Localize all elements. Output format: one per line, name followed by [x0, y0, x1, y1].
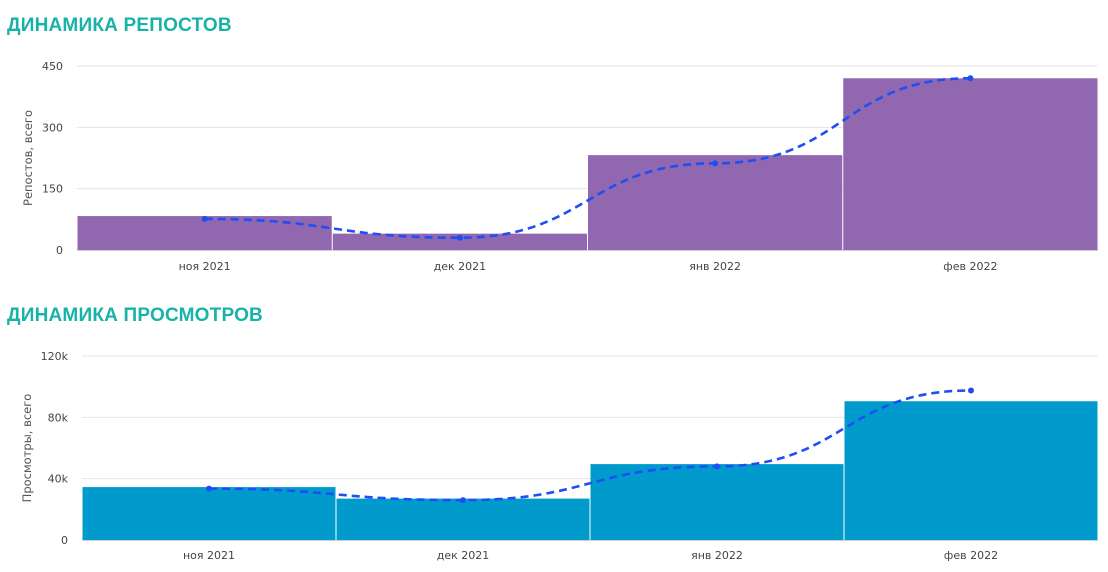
reposts-bar	[332, 233, 587, 250]
reposts-chart: 0 150 300 450 ноя 2021 дек 2021 янв 2022 фев 20…	[21, 60, 1098, 273]
reposts-x-tick-label: фев 2022	[943, 260, 997, 273]
views-bar	[590, 464, 844, 540]
views-trend-point	[968, 387, 974, 394]
views-x-tick-label: ноя 2021	[183, 549, 235, 562]
views-trend-point	[714, 463, 720, 470]
views-y-tick-label: 0	[61, 534, 68, 547]
reposts-trend-point	[456, 234, 463, 241]
reposts-chart-title: ДИНАМИКА РЕПОСТОВ	[7, 15, 232, 36]
views-trend-line	[208, 389, 972, 502]
reposts-trend-line	[204, 76, 971, 240]
views-bar	[336, 498, 590, 540]
reposts-y-tick-label: 150	[42, 183, 63, 196]
reposts-x-tick-label: ноя 2021	[179, 260, 231, 273]
reposts-y-tick-label: 300	[42, 121, 63, 134]
views-y-tick-label: 120k	[41, 350, 69, 363]
views-y-tick-label: 80k	[48, 411, 69, 424]
views-x-tick-label: фев 2022	[944, 549, 998, 562]
views-x-tick-label: дек 2021	[437, 549, 490, 562]
views-trend-point	[206, 485, 212, 492]
views-y-tick-label: 40k	[48, 473, 69, 486]
reposts-y-tick-label: 450	[42, 60, 63, 73]
views-bar	[82, 487, 336, 540]
reposts-bar	[588, 155, 843, 250]
views-y-axis-label: Просмотры, всего	[20, 394, 34, 503]
views-bar	[844, 401, 1098, 540]
reposts-y-axis-label: Репостов, всего	[21, 110, 35, 206]
reposts-trend-point	[967, 75, 974, 82]
reposts-x-tick-label: янв 2022	[689, 260, 741, 273]
reposts-y-tick-label: 0	[56, 244, 63, 257]
views-chart: 0 40k 80k 120k ноя 2021 дек 2021 янв 2022 фев 2…	[20, 350, 1098, 562]
views-trend-point	[460, 497, 466, 504]
reposts-trend-point	[201, 215, 208, 222]
views-x-tick-label: янв 2022	[691, 549, 743, 562]
reposts-x-tick-label: дек 2021	[434, 260, 487, 273]
views-chart-title: ДИНАМИКА ПРОСМОТРОВ	[7, 305, 263, 326]
reposts-bar	[843, 78, 1098, 250]
reposts-trend-point	[712, 160, 719, 167]
